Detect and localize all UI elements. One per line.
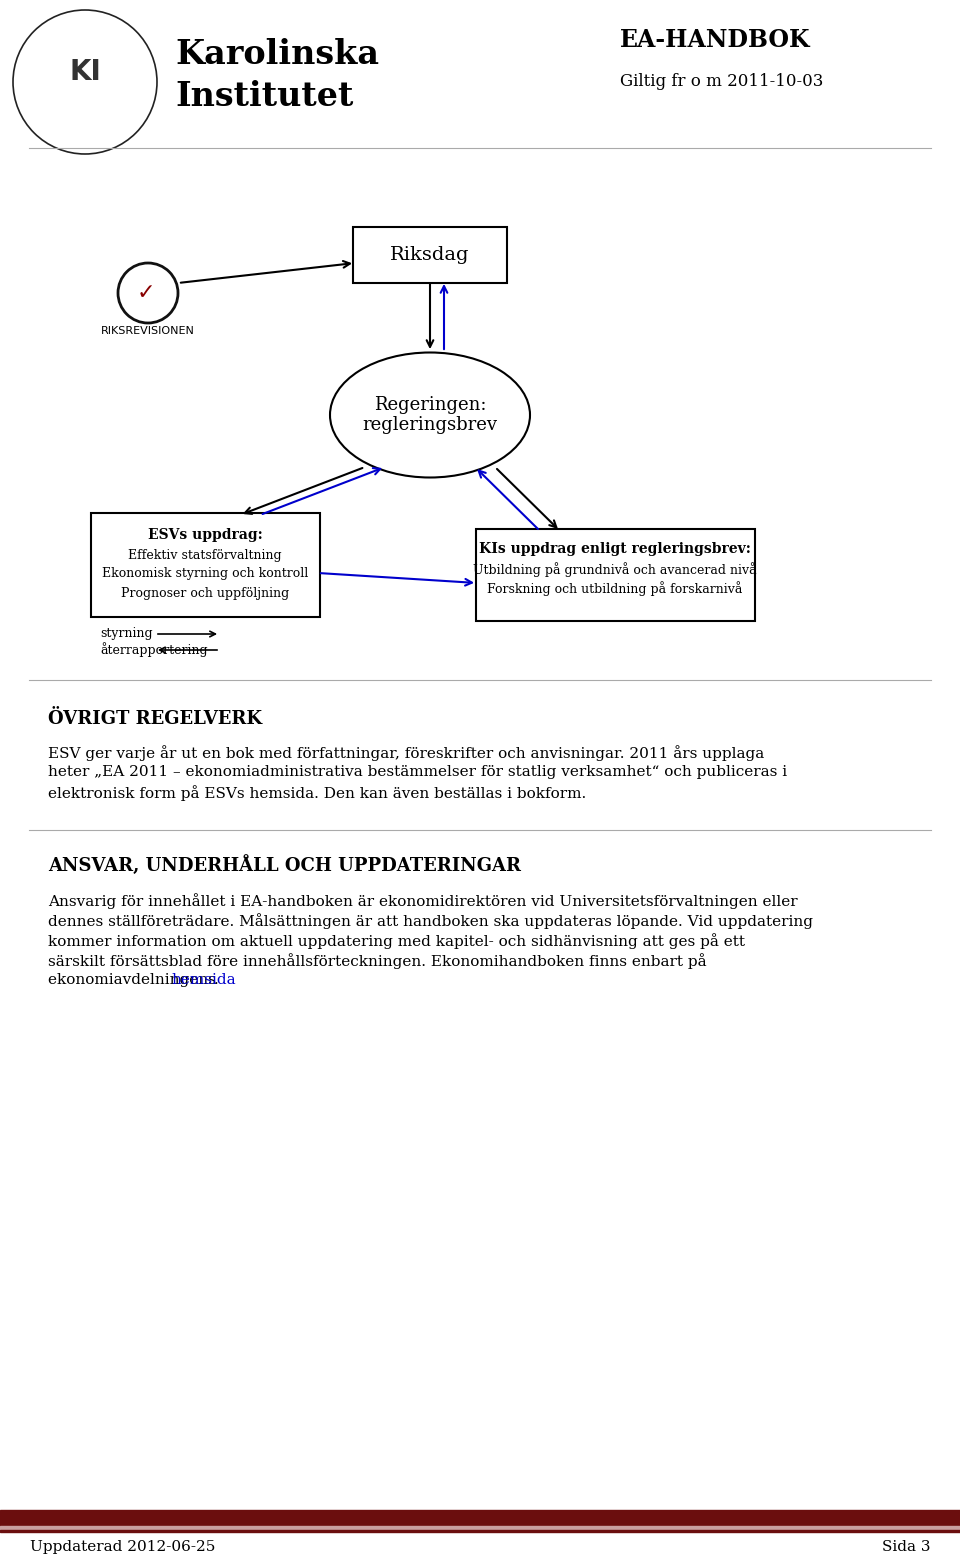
Text: Ansvarig för innehållet i EA-handboken är ekonomidirektören vid Universitetsförv: Ansvarig för innehållet i EA-handboken ä…	[48, 893, 798, 909]
Bar	[0, 1529, 960, 1533]
Text: Utbildning på grundnivå och avancerad nivå: Utbildning på grundnivå och avancerad ni…	[473, 563, 756, 577]
Text: Uppdaterad 2012-06-25: Uppdaterad 2012-06-25	[30, 1540, 215, 1554]
Text: styrning: styrning	[100, 627, 153, 641]
Text: Giltig fr o m 2011-10-03: Giltig fr o m 2011-10-03	[620, 74, 824, 91]
Text: hemsida: hemsida	[171, 973, 235, 987]
Text: återrapportering: återrapportering	[100, 642, 207, 658]
Text: ESV ger varje år ut en bok med författningar, föreskrifter och anvisningar. 2011: ESV ger varje år ut en bok med författni…	[48, 744, 764, 762]
FancyBboxPatch shape	[475, 530, 755, 621]
Text: EA-HANDBOK: EA-HANDBOK	[620, 28, 810, 52]
Bar	[0, 1526, 960, 1529]
Text: KIs uppdrag enligt regleringsbrev:: KIs uppdrag enligt regleringsbrev:	[479, 542, 751, 556]
Text: RIKSREVISIONEN: RIKSREVISIONEN	[101, 326, 195, 335]
Text: elektronisk form på ESVs hemsida. Den kan även beställas i bokform.: elektronisk form på ESVs hemsida. Den ka…	[48, 785, 587, 801]
Text: Riksdag: Riksdag	[391, 246, 469, 263]
Text: Sida 3: Sida 3	[881, 1540, 930, 1554]
Text: ANSVAR, UNDERHÅLL OCH UPPDATERINGAR: ANSVAR, UNDERHÅLL OCH UPPDATERINGAR	[48, 856, 521, 874]
FancyBboxPatch shape	[353, 227, 507, 284]
Text: Effektiv statsförvaltning: Effektiv statsförvaltning	[129, 548, 282, 561]
Text: ekonomiavdelningens: ekonomiavdelningens	[48, 973, 221, 987]
Text: Institutet: Institutet	[175, 80, 353, 113]
Text: ESVs uppdrag:: ESVs uppdrag:	[148, 528, 262, 542]
Text: KI: KI	[69, 58, 101, 86]
Text: heter „EA 2011 – ekonomiadministrativa bestämmelser för statlig verksamhet“ och : heter „EA 2011 – ekonomiadministrativa b…	[48, 765, 787, 779]
Text: Prognoser och uppföljning: Prognoser och uppföljning	[121, 586, 289, 600]
Text: ✓: ✓	[136, 284, 156, 302]
Text: Regeringen:
regleringsbrev: Regeringen: regleringsbrev	[363, 395, 497, 434]
Text: Forskning och utbildning på forskarnivå: Forskning och utbildning på forskarnivå	[488, 581, 743, 597]
Text: kommer information om aktuell uppdatering med kapitel- och sidhänvisning att ges: kommer information om aktuell uppdaterin…	[48, 932, 745, 950]
Text: särskilt försättsblad före innehållsförteckningen. Ekonomihandboken finns enbart: särskilt försättsblad före innehållsfört…	[48, 953, 707, 968]
Text: .: .	[214, 973, 219, 987]
Text: dennes ställföreträdare. Målsättningen är att handboken ska uppdateras löpande. : dennes ställföreträdare. Målsättningen ä…	[48, 914, 813, 929]
FancyBboxPatch shape	[90, 512, 320, 617]
Text: ÖVRIGT REGELVERK: ÖVRIGT REGELVERK	[48, 710, 262, 729]
Text: Karolinska: Karolinska	[175, 39, 379, 72]
Bar	[0, 1511, 960, 1526]
Text: Ekonomisk styrning och kontroll: Ekonomisk styrning och kontroll	[102, 567, 308, 580]
